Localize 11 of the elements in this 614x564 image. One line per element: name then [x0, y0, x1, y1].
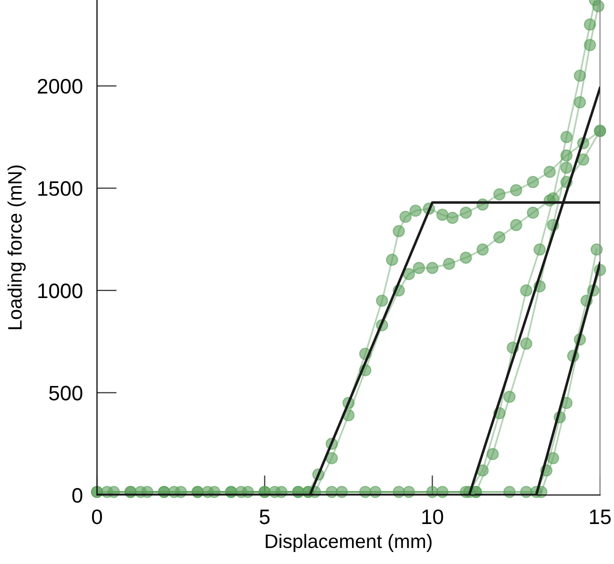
y-tick-label: 1500 — [38, 181, 82, 196]
y-axis-title: Loading force (mN) — [8, 165, 26, 330]
y-tick-label: 0 — [72, 488, 82, 503]
y-tick-label: 500 — [49, 386, 82, 400]
x-tick-label: 15 — [590, 510, 611, 524]
x-tick-label: 10 — [422, 509, 444, 524]
x-axis-title: Displacement (mm) — [266, 534, 432, 552]
y-tick-label: 1000 — [38, 283, 82, 298]
y-tick-label: 2000 — [38, 78, 82, 94]
x-tick-label: 5 — [260, 510, 270, 524]
x-tick-label: 0 — [92, 509, 102, 524]
